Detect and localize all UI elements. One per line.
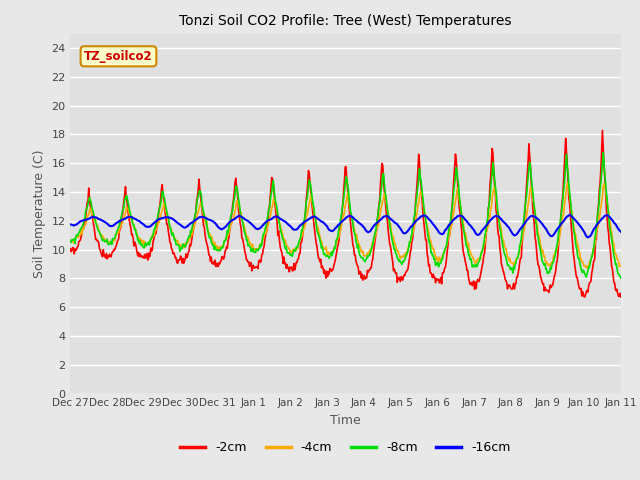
Title: Tonzi Soil CO2 Profile: Tree (West) Temperatures: Tonzi Soil CO2 Profile: Tree (West) Temp… [179, 14, 512, 28]
-8cm [218, 245, 226, 251]
-8cm [413, 197, 420, 203]
X-axis label: Time: Time [330, 414, 361, 427]
-4cm [583, 265, 591, 271]
-4cm [67, 238, 74, 243]
-2cm [617, 294, 625, 300]
-2cm [218, 254, 226, 260]
Text: TZ_soilco2: TZ_soilco2 [84, 50, 153, 63]
-16cm [566, 212, 573, 218]
-4cm [189, 226, 196, 231]
-4cm [133, 231, 141, 237]
-16cm [67, 222, 74, 228]
-4cm [429, 246, 436, 252]
-8cm [67, 238, 74, 243]
-2cm [413, 190, 420, 195]
-2cm [133, 249, 141, 255]
-8cm [617, 275, 625, 281]
-4cm [563, 180, 571, 186]
-4cm [77, 232, 84, 238]
-4cm [413, 213, 420, 218]
-16cm [77, 218, 84, 224]
-8cm [133, 231, 141, 237]
-8cm [77, 227, 84, 232]
-16cm [584, 235, 592, 240]
-2cm [581, 294, 589, 300]
Y-axis label: Soil Temperature (C): Soil Temperature (C) [33, 149, 45, 278]
-16cm [429, 220, 436, 226]
-2cm [598, 128, 606, 133]
-2cm [67, 246, 74, 252]
-16cm [413, 218, 420, 224]
-16cm [617, 229, 625, 235]
Line: -4cm: -4cm [70, 183, 621, 268]
Line: -16cm: -16cm [70, 215, 621, 238]
-2cm [429, 275, 436, 281]
-8cm [429, 252, 436, 258]
-8cm [599, 150, 607, 156]
-16cm [133, 217, 141, 223]
-4cm [617, 263, 625, 269]
Line: -2cm: -2cm [70, 131, 621, 297]
Legend: -2cm, -4cm, -8cm, -16cm: -2cm, -4cm, -8cm, -16cm [175, 436, 516, 459]
-16cm [218, 227, 226, 232]
-2cm [77, 237, 84, 243]
-16cm [189, 219, 196, 225]
-4cm [218, 243, 226, 249]
Line: -8cm: -8cm [70, 153, 621, 278]
-8cm [189, 220, 196, 226]
-2cm [189, 229, 196, 235]
